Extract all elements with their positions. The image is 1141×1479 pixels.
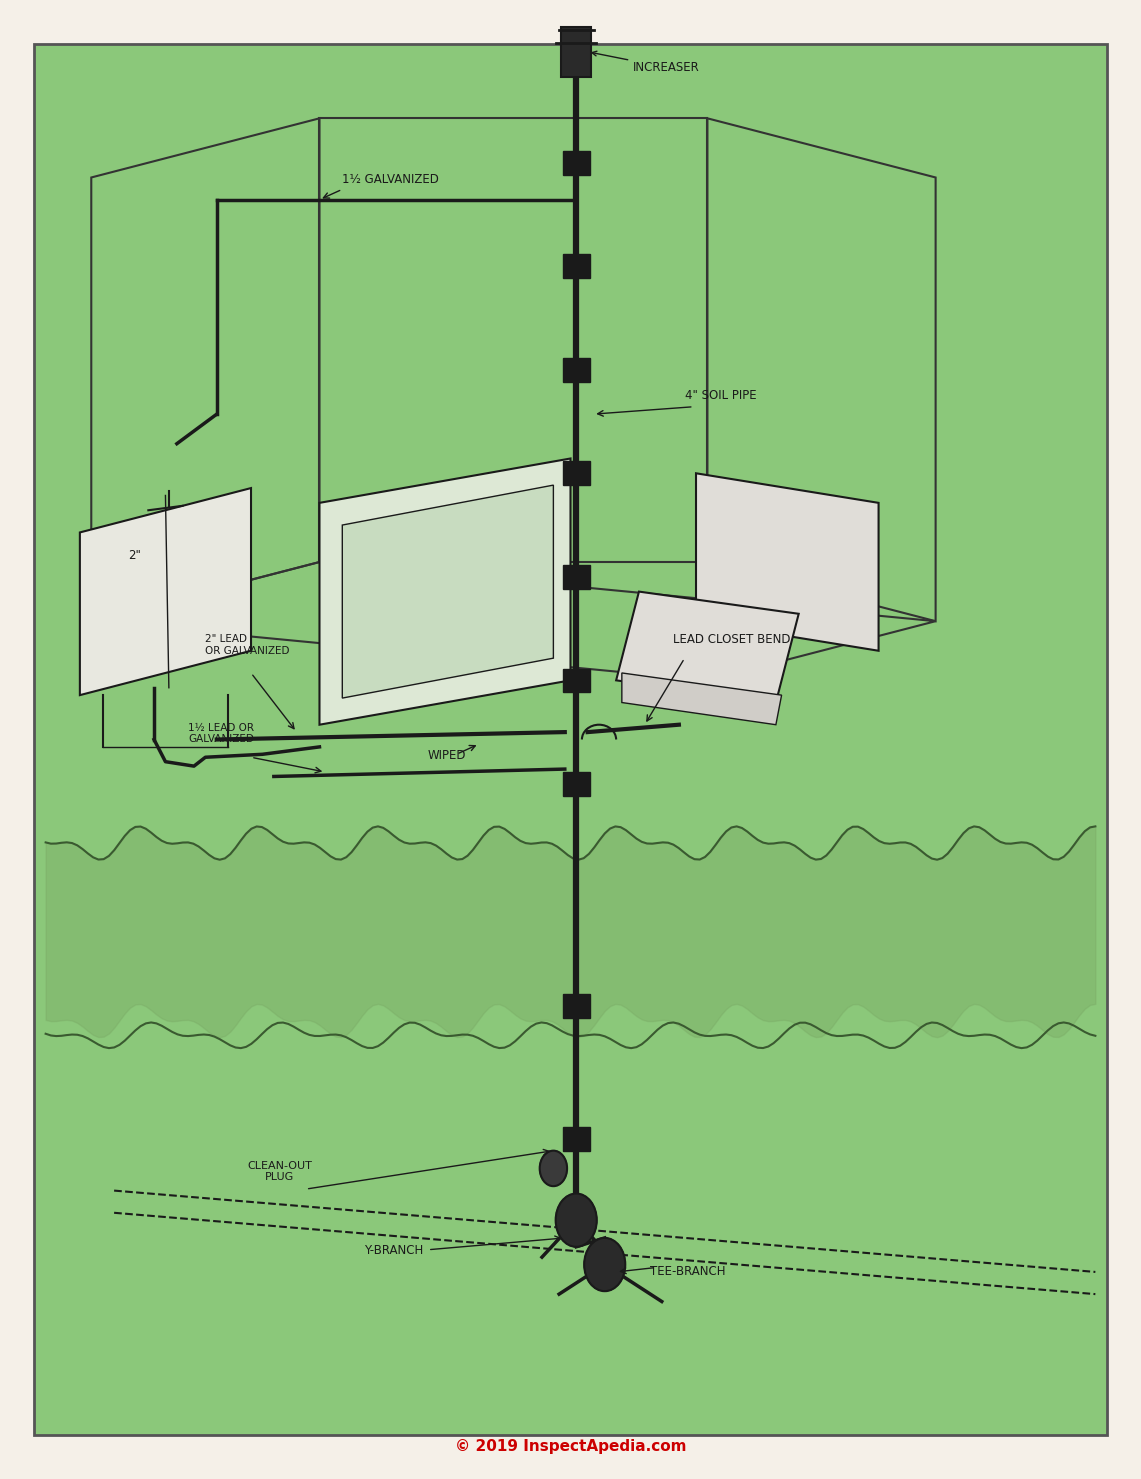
FancyBboxPatch shape [34,44,1107,1435]
Bar [563,358,590,382]
Bar [563,254,590,278]
Bar [563,565,590,589]
Bar [563,1127,590,1151]
Bar [563,151,590,175]
Circle shape [540,1151,567,1186]
Bar [563,994,590,1018]
Polygon shape [342,485,553,698]
Polygon shape [616,592,799,703]
Circle shape [584,1238,625,1291]
Polygon shape [696,473,879,651]
Text: 1½ LEAD OR
GALVANIZED: 1½ LEAD OR GALVANIZED [188,723,254,744]
Polygon shape [319,458,570,725]
Text: CLEAN-OUT
PLUG: CLEAN-OUT PLUG [248,1161,311,1182]
Circle shape [556,1194,597,1247]
Text: 4" SOIL PIPE: 4" SOIL PIPE [685,389,756,402]
Text: 2" LEAD
OR GALVANIZED: 2" LEAD OR GALVANIZED [205,634,290,655]
Bar [563,772,590,796]
FancyBboxPatch shape [561,27,591,77]
Text: 1½ GALVANIZED: 1½ GALVANIZED [342,173,439,186]
Text: © 2019 InspectApedia.com: © 2019 InspectApedia.com [455,1439,686,1454]
Text: WIPED: WIPED [428,748,467,762]
Bar [563,669,590,692]
Text: INCREASER: INCREASER [592,52,701,74]
Polygon shape [80,488,251,695]
Bar [563,461,590,485]
Text: Y-BRANCH: Y-BRANCH [364,1244,423,1257]
Text: LEAD CLOSET BEND: LEAD CLOSET BEND [673,633,791,646]
Text: 2": 2" [128,549,140,562]
Text: TEE-BRANCH: TEE-BRANCH [650,1265,726,1278]
Polygon shape [622,673,782,725]
